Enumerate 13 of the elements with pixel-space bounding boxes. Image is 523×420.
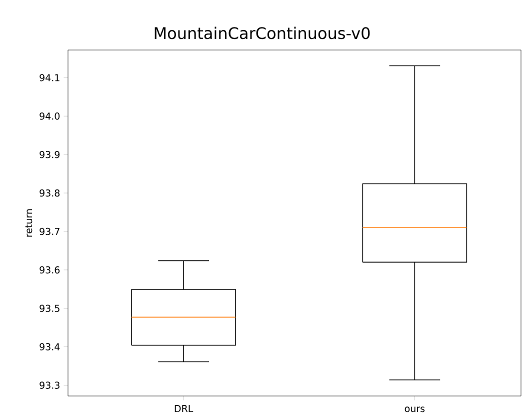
y-axis-title: return (25, 209, 32, 237)
y-tick-label: 93.4 (40, 343, 60, 350)
x-tick-label: DRL (174, 405, 194, 412)
y-tick-label: 94.1 (40, 74, 60, 82)
x-tick-label: ours (404, 406, 425, 412)
y-tick-label: 93.6 (40, 266, 60, 274)
y-tick-label: 93.8 (40, 189, 60, 197)
chart-title: MountainCarContinuous-v0 (154, 26, 370, 40)
y-tick-label: 94.0 (40, 112, 60, 120)
y-tick-label: 93.9 (40, 150, 60, 158)
y-tick-label: 93.5 (40, 304, 60, 312)
y-tick-label: 93.3 (40, 382, 60, 389)
y-tick-label: 93.7 (40, 228, 60, 236)
